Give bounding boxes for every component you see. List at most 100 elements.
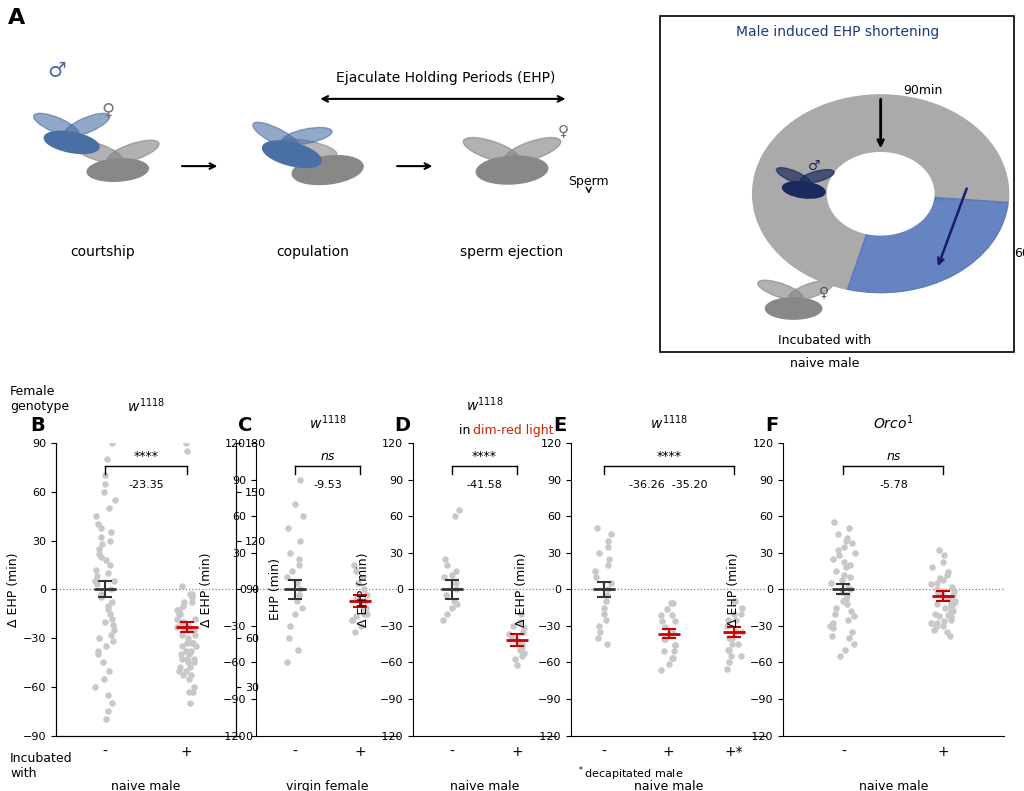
Point [289,595,305,607]
Point [177,437,194,449]
Point [842,558,858,571]
Ellipse shape [463,138,520,163]
Point [86,680,102,693]
Point [512,607,528,620]
Point [947,595,964,607]
Point [732,650,749,663]
Point [929,577,945,589]
Point [102,558,119,571]
Point [730,638,746,650]
Point [598,614,614,626]
Point [291,558,307,571]
Point [103,612,120,625]
Point [92,551,109,563]
Point [930,587,946,600]
Ellipse shape [788,280,834,301]
Point [839,589,855,602]
Point [654,615,671,627]
Text: Female
genotype: Female genotype [10,385,70,414]
Point [596,607,612,620]
Point [93,588,110,600]
Point [924,578,940,591]
Point [668,639,684,652]
Point [91,543,108,555]
Point [822,619,839,632]
Point [105,635,122,648]
Point [928,621,944,634]
Point [178,664,195,677]
Point [291,552,307,565]
Point [509,659,525,672]
Point [99,689,116,702]
Point [664,596,680,609]
Point [667,639,683,652]
Point [660,657,677,670]
Point [726,607,742,620]
Point [720,614,736,626]
Point [180,656,197,668]
Text: ns: ns [886,450,901,464]
Point [186,623,203,636]
Point [842,571,858,584]
Point [354,571,371,584]
Wedge shape [848,198,1009,293]
Point [721,632,737,645]
Point [834,573,850,586]
Point [102,526,119,539]
Point [931,610,947,623]
Point [587,565,603,577]
Ellipse shape [776,168,811,185]
Text: $^*$decapitated male: $^*$decapitated male [577,764,683,783]
Point [290,644,306,657]
Point [446,509,463,522]
Point [836,556,852,569]
X-axis label: naive male: naive male [859,780,928,791]
Point [823,630,840,642]
Point [186,629,203,642]
Point [179,653,196,665]
Point [184,637,201,649]
Wedge shape [753,95,1009,290]
Point [97,477,114,490]
Text: -5.78: -5.78 [879,479,908,490]
Text: copulation: copulation [275,245,349,259]
Point [943,599,959,611]
Point [186,653,203,665]
Point [182,645,199,657]
Ellipse shape [278,139,337,158]
Point [89,518,105,531]
Text: Male induced EHP shortening: Male induced EHP shortening [736,25,939,39]
Point [727,595,743,607]
Text: Sperm: Sperm [568,176,609,192]
Point [101,534,118,547]
Point [449,598,465,611]
Text: -9.53: -9.53 [313,479,342,490]
Text: F: F [765,416,778,435]
Point [929,598,945,611]
Point [942,605,958,618]
Point [105,575,122,588]
Text: -36.26  -35.20: -36.26 -35.20 [630,479,708,490]
Point [728,614,744,626]
Point [447,565,464,577]
X-axis label: virgin female: virgin female [287,780,369,791]
Point [181,672,198,685]
Title: $Orco^{1}$: $Orco^{1}$ [873,414,913,432]
Point [106,494,123,506]
Point [173,648,189,660]
Ellipse shape [283,127,332,145]
Point [284,565,300,577]
Point [102,629,119,642]
Text: sperm ejection: sperm ejection [461,245,563,259]
Point [600,534,616,547]
Text: ♂: ♂ [47,61,66,81]
Point [185,680,202,693]
Point [348,592,365,605]
Point [840,614,856,626]
Point [831,650,848,663]
Point [733,607,750,620]
Text: Incubated
with: Incubated with [10,751,73,780]
Point [98,640,115,653]
Point [101,607,118,620]
Point [179,632,196,645]
